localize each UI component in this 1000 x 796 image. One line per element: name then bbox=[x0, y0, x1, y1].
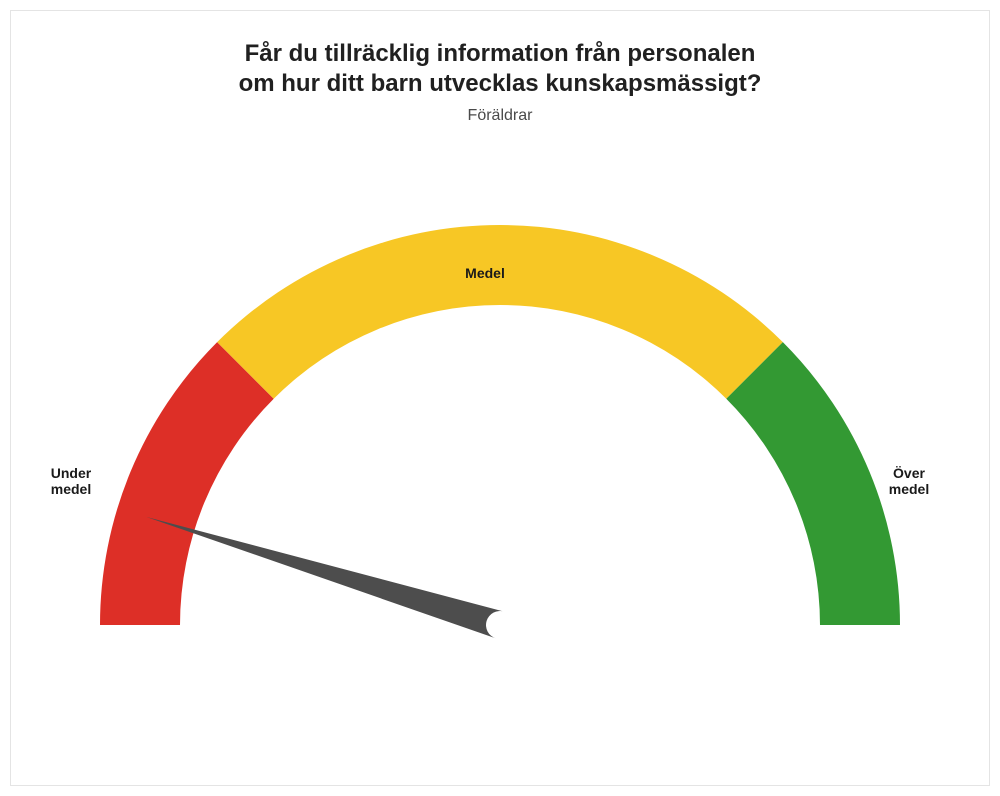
chart-frame: Får du tillräcklig information från pers… bbox=[10, 10, 990, 786]
gauge-segments bbox=[100, 225, 900, 625]
title-line-1: Får du tillräcklig information från pers… bbox=[245, 40, 756, 67]
gauge-chart bbox=[60, 155, 940, 715]
gauge-segment-1 bbox=[217, 225, 783, 399]
segment-label-under-medel: Undermedel bbox=[51, 465, 91, 497]
gauge-container: Undermedel Medel Övermedel bbox=[11, 125, 989, 745]
segment-label-medel: Medel bbox=[465, 265, 505, 281]
gauge-segment-2 bbox=[726, 342, 900, 625]
chart-subtitle: Föräldrar bbox=[11, 107, 989, 125]
needle-shape bbox=[146, 517, 504, 639]
title-line-2: om hur ditt barn utvecklas kunskapsmässi… bbox=[239, 70, 762, 97]
gauge-segment-0 bbox=[100, 342, 274, 625]
gauge-needle bbox=[146, 517, 504, 639]
segment-label-over-medel: Övermedel bbox=[889, 465, 929, 497]
chart-title: Får du tillräcklig information från pers… bbox=[11, 39, 989, 99]
